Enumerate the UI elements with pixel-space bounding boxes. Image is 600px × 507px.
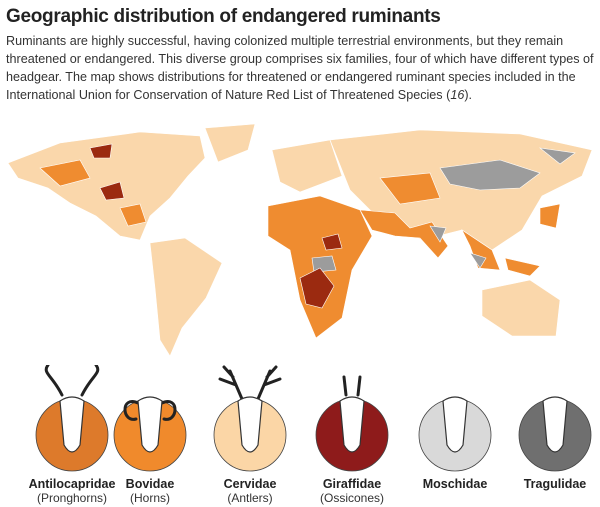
arabia-india [359, 209, 449, 259]
families: Antilocapridae (Pronghorns) Bovidae (Horns)… [0, 365, 600, 507]
south-america [149, 237, 223, 357]
range-orange [39, 159, 561, 229]
family-icon [213, 365, 287, 472]
text: Ruminants are highly successful, having … [6, 34, 594, 102]
family-headgear: (Antlers) [227, 491, 273, 505]
headgear [342, 375, 362, 397]
family: Tragulidae [500, 365, 600, 491]
head [339, 396, 365, 453]
family: Cervidae (Antlers) [195, 365, 305, 505]
family-icon [315, 375, 389, 472]
europe [271, 139, 343, 193]
australia [481, 279, 561, 337]
headgear [123, 400, 177, 421]
range-dark [89, 143, 343, 309]
family-icon [35, 365, 109, 472]
family-name: Moschidae [422, 477, 488, 491]
head [59, 396, 85, 453]
family-headgear: (Horns) [129, 491, 170, 505]
family: Bovidae (Horns) [95, 365, 205, 505]
head [442, 396, 468, 453]
head [237, 396, 263, 453]
family-icon [418, 396, 492, 472]
headgear [44, 365, 100, 397]
family: Giraffidae (Ossicones) [297, 365, 407, 505]
family-icon [113, 396, 187, 472]
family-headgear: (Pronghorns) [36, 491, 108, 505]
family-icon [518, 396, 592, 472]
family-headgear: (Ossicones) [319, 491, 384, 505]
family: Antilocapridae (Pronghorns) [17, 365, 127, 505]
greenland [204, 123, 256, 163]
text: ). [464, 88, 473, 102]
family-name: Bovidae [125, 477, 175, 491]
family-name: Giraffidae [322, 477, 382, 491]
headgear [218, 365, 282, 401]
map [7, 123, 593, 357]
family-name: Tragulidae [523, 477, 587, 491]
head [137, 396, 163, 453]
title: Geographic distribution of endangered ru… [6, 6, 441, 27]
family-name: Cervidae [223, 477, 277, 491]
family: Moschidae [400, 365, 510, 491]
description: Ruminants are highly successful, having … [6, 32, 596, 104]
head [542, 396, 568, 453]
citation: 16 [450, 88, 465, 102]
range-gray [311, 147, 576, 273]
family-name: Antilocapridae [28, 477, 116, 491]
